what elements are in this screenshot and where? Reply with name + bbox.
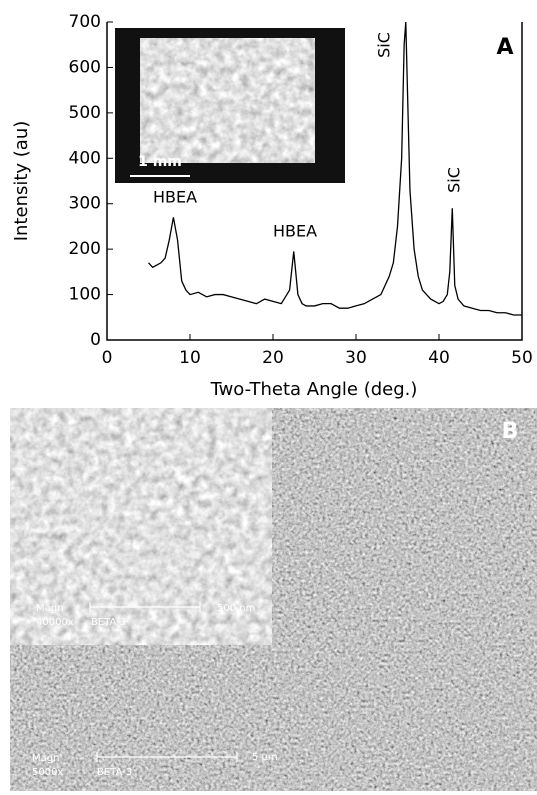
inset-scale-bar <box>89 602 201 612</box>
y-tick-label: 700 <box>69 12 101 32</box>
x-tick-label: 20 <box>262 348 284 368</box>
axes-frame <box>106 22 523 341</box>
x-tick-label: 50 <box>511 348 533 368</box>
y-tick-label: 200 <box>69 239 101 259</box>
panel-label: A <box>496 35 513 60</box>
annotation: SiC <box>445 167 464 193</box>
x-tick-label: 30 <box>345 348 367 368</box>
scale-label: 500 nm <box>217 603 255 614</box>
x-axis-label: Two-Theta Angle (deg.) <box>210 379 418 400</box>
annotation: HBEA <box>273 222 317 241</box>
y-tick-label: 100 <box>69 285 101 305</box>
scale-label: 5 µm <box>252 752 278 763</box>
magn-label: Magn <box>36 603 63 614</box>
y-tick-label: 500 <box>69 103 101 123</box>
zoom-label: 5000x <box>32 767 63 778</box>
x-tick-label: 40 <box>428 348 450 368</box>
y-tick-label: 600 <box>69 57 101 77</box>
annotation: HBEA <box>153 188 197 207</box>
inset-caption: Magn 40000x BETA-3 500 nm <box>36 603 255 628</box>
xrd-line <box>148 22 522 316</box>
scale-label: 1 mm <box>138 154 182 170</box>
sem-inset <box>10 408 272 645</box>
y-tick-label: 0 <box>90 330 101 350</box>
x-tick-label: 10 <box>179 348 201 368</box>
y-tick-label: 300 <box>69 194 101 214</box>
sample-label: BETA-3 <box>91 617 126 628</box>
y-tick-label: 400 <box>69 148 101 168</box>
crystal <box>140 38 315 163</box>
sample-label: BETA-3 <box>97 767 132 778</box>
panel-label: B <box>502 419 519 444</box>
y-axis-label: Intensity (au) <box>11 121 32 242</box>
magn-label: Magn <box>32 753 59 764</box>
zoom-label: 40000x <box>36 617 74 628</box>
main-scale-bar <box>96 752 238 762</box>
x-tick-label: 0 <box>102 348 113 368</box>
annotation: SiC <box>375 32 394 58</box>
main-caption: Magn 5000x BETA-3 5 µm <box>32 752 278 778</box>
